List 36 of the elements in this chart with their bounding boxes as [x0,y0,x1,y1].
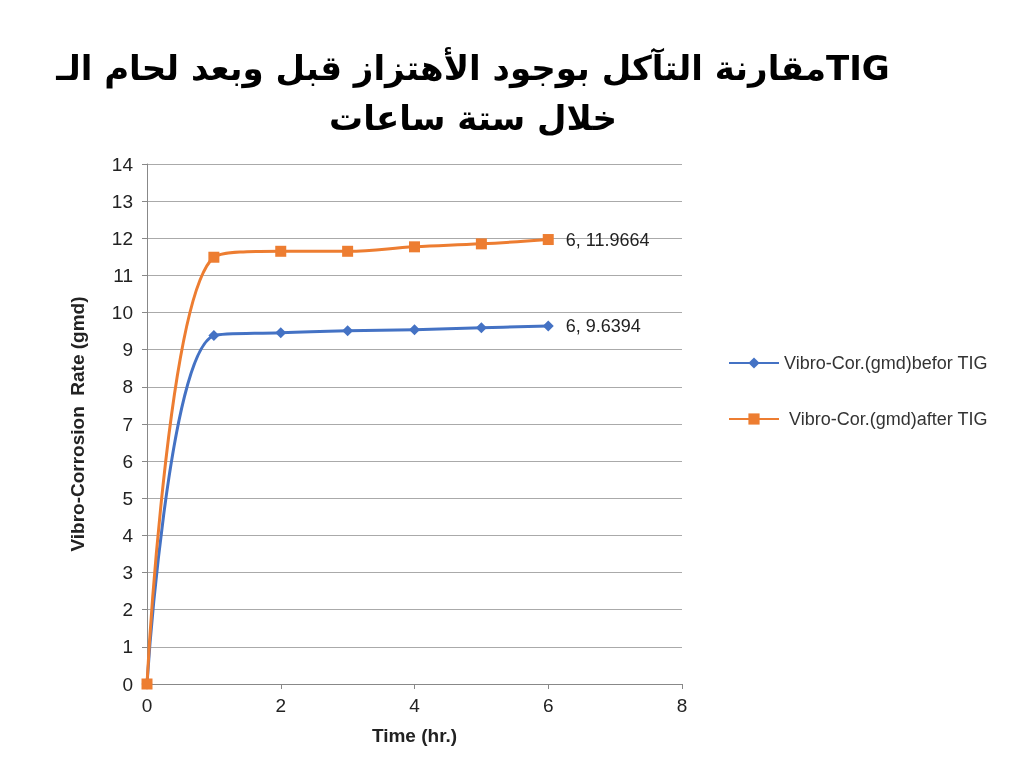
x-tick-label: 4 [409,695,421,716]
point [409,241,420,253]
point [409,324,420,336]
y-tick-label: 13 [111,190,133,212]
y-tick-label: 10 [111,302,133,324]
y-tick-label: 1 [122,636,133,658]
y-axis-title: Vibro-Corrosion Rate (gmd) [67,296,88,552]
x-axis-title: Time (hr.) [371,725,458,746]
y-tick-label: 7 [122,413,133,435]
y-tick-label: 9 [122,339,133,361]
legend-label: Vibro-Cor.(gmd)befor TIG [784,353,988,373]
point [208,251,220,263]
y-tick-label: 6 [122,450,133,472]
point [275,245,287,257]
y-tick-label: 3 [122,562,133,584]
y-tick-label: 11 [113,264,133,286]
y-tick-label: 8 [122,376,133,398]
y-tick-label: 5 [122,487,133,509]
point [542,234,554,246]
point [208,330,220,342]
x-tick-label: 0 [141,695,153,716]
y-tick-label: 12 [111,227,133,249]
data-label: 6, 11.9664 [565,229,650,250]
legend-label: Vibro-Cor.(gmd)after TIG [784,409,988,429]
data-label: 6, 9.6394 [565,315,641,336]
point [342,245,354,257]
y-tick-label: 4 [122,524,134,546]
y-tick-label: 14 [111,153,134,175]
x-tick-label: 6 [542,695,554,716]
point [475,238,487,250]
x-tick-label: 2 [275,695,287,716]
y-tick-label: 0 [122,673,133,695]
y-tick-label: 2 [122,599,133,621]
chart-title: مقارنة التآكل بوجود الأهتزاز قبل وبعد لحام الـTIG خلال ستة ساعات [55,47,890,138]
x-tick-label: 8 [676,695,688,716]
point [475,322,487,334]
